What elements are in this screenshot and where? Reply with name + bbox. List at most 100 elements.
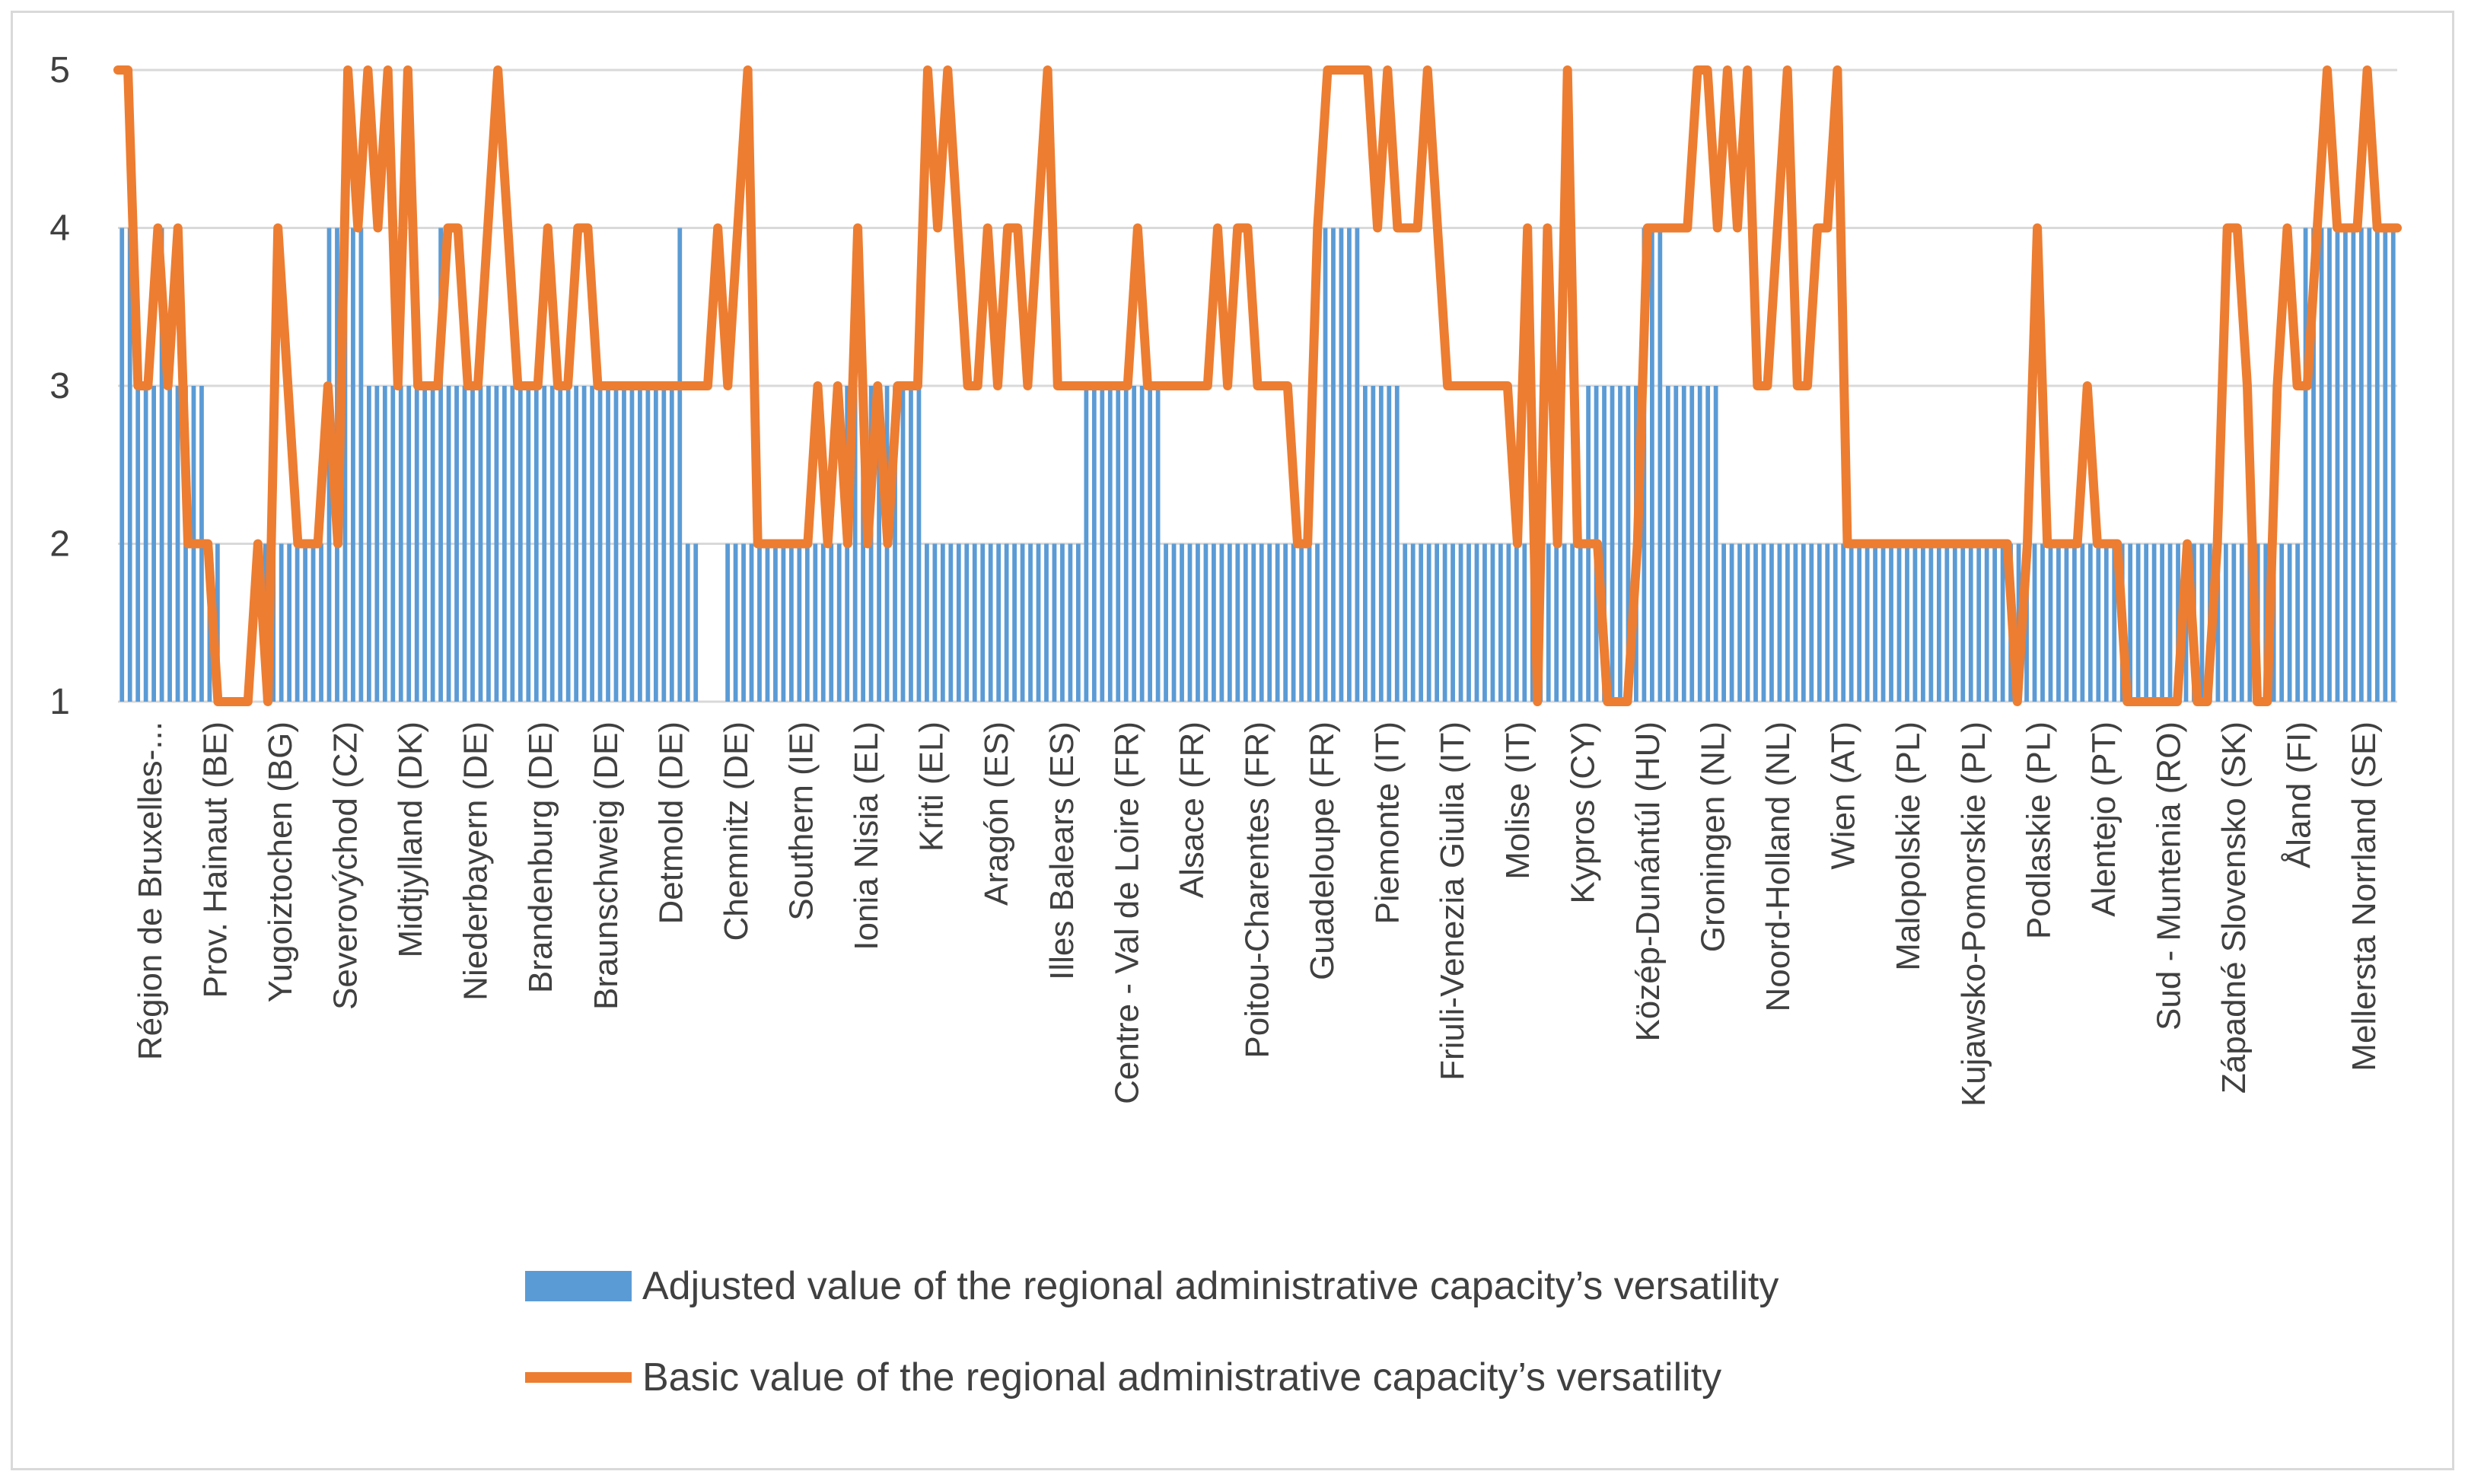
bar-199 — [1705, 386, 1711, 702]
bar-195 — [1673, 386, 1679, 702]
bar-204 — [1745, 543, 1750, 702]
x-tick-label-26: Wien (AT) — [1825, 721, 1862, 870]
bar-51 — [526, 386, 531, 702]
bar-43 — [462, 386, 467, 702]
bar-123 — [1100, 386, 1105, 702]
bar-106 — [964, 543, 970, 702]
bar-211 — [1801, 543, 1806, 702]
bar-90 — [836, 543, 842, 702]
bar-179 — [1546, 543, 1551, 702]
bar-122 — [1091, 386, 1097, 702]
bar-30 — [358, 228, 364, 702]
bar-277 — [2327, 228, 2332, 702]
bar-187 — [1610, 386, 1615, 702]
bar-102 — [932, 543, 938, 702]
bar-3 — [143, 386, 148, 702]
bar-150 — [1315, 543, 1320, 702]
bar-109 — [988, 543, 993, 702]
bar-186 — [1602, 386, 1607, 702]
y-tick-label-4: 4 — [49, 209, 70, 249]
bar-229 — [1944, 543, 1950, 702]
bar-159 — [1387, 386, 1392, 702]
bar-36 — [406, 386, 412, 702]
bar-139 — [1227, 543, 1232, 702]
bar-218 — [1857, 543, 1862, 702]
x-tick-label-17: Poitou-Charentes (FR) — [1239, 721, 1276, 1059]
legend-label-adjusted: Adjusted value of the regional administr… — [642, 1264, 1779, 1308]
bar-35 — [398, 386, 403, 702]
bar-59 — [590, 386, 594, 702]
bar-145 — [1275, 543, 1280, 702]
bar-253 — [2135, 543, 2141, 702]
x-tick-label-6: Brandenburg (DE) — [522, 721, 559, 993]
bar-25 — [319, 543, 323, 702]
bar-112 — [1012, 543, 1017, 702]
legend-label-basic: Basic value of the regional administrati… — [642, 1355, 1722, 1400]
legend-swatch-bar — [525, 1271, 632, 1301]
bar-214 — [1825, 543, 1830, 702]
bar-226 — [1921, 543, 1925, 702]
bar-234 — [1984, 543, 1989, 702]
x-tick-label-7: Braunschweig (DE) — [588, 721, 625, 1010]
x-tick-label-4: Midtjylland (DK) — [392, 721, 429, 958]
bar-23 — [303, 543, 307, 702]
series-line-basic — [113, 65, 2402, 706]
bar-126 — [1123, 386, 1129, 702]
bar-110 — [996, 543, 1002, 702]
x-tick-label-29: Podlaskie (PL) — [2020, 721, 2057, 939]
bar-235 — [1992, 543, 1998, 702]
bar-278 — [2335, 228, 2340, 702]
bar-66 — [645, 386, 651, 702]
bar-152 — [1331, 228, 1336, 702]
bar-164 — [1426, 543, 1431, 702]
bar-70 — [677, 228, 683, 702]
bar-162 — [1410, 543, 1416, 702]
bar-275 — [2311, 228, 2316, 702]
bar-117 — [1052, 543, 1057, 702]
bar-222 — [1889, 543, 1893, 702]
bar-125 — [1116, 386, 1121, 702]
bar-49 — [510, 386, 515, 702]
bar-98 — [900, 386, 906, 702]
bar-266 — [2239, 543, 2244, 702]
bar-116 — [1044, 543, 1049, 702]
bar-175 — [1514, 543, 1519, 702]
bar-53 — [542, 386, 547, 702]
bar-194 — [1665, 386, 1670, 702]
bar-166 — [1442, 543, 1447, 702]
bar-174 — [1506, 543, 1511, 702]
legend-item-basic: Basic value of the regional administrati… — [525, 1355, 1779, 1400]
bar-254 — [2144, 543, 2149, 702]
bar-4 — [151, 386, 156, 702]
bar-40 — [438, 228, 443, 702]
bar-28 — [342, 228, 348, 702]
bar-156 — [1362, 386, 1368, 702]
bar-29 — [351, 228, 355, 702]
bar-205 — [1753, 543, 1758, 702]
bar-46 — [486, 386, 491, 702]
bar-124 — [1107, 386, 1113, 702]
x-tick-label-32: Západné Slovensko (SK) — [2215, 721, 2253, 1094]
bar-217 — [1849, 543, 1854, 702]
bar-5 — [159, 228, 164, 702]
bar-0 — [119, 228, 125, 702]
bar-181 — [1562, 543, 1567, 702]
bar-100 — [916, 386, 922, 702]
bar-83 — [781, 543, 786, 702]
bar-88 — [820, 543, 826, 702]
bar-7 — [175, 386, 180, 702]
x-tick-label-19: Piemonte (IT) — [1369, 721, 1406, 925]
bar-176 — [1522, 543, 1527, 702]
bar-140 — [1235, 543, 1240, 702]
bar-142 — [1251, 543, 1256, 702]
bar-114 — [1028, 543, 1033, 702]
y-tick-label-2: 2 — [49, 524, 70, 565]
bar-279 — [2343, 228, 2348, 702]
bar-208 — [1777, 543, 1782, 702]
bar-41 — [446, 386, 451, 702]
bar-281 — [2359, 228, 2364, 702]
bar-248 — [2096, 543, 2101, 702]
bar-197 — [1689, 386, 1695, 702]
x-tick-label-2: Yugoiztochen (BG) — [262, 721, 299, 1002]
bar-134 — [1187, 543, 1193, 702]
